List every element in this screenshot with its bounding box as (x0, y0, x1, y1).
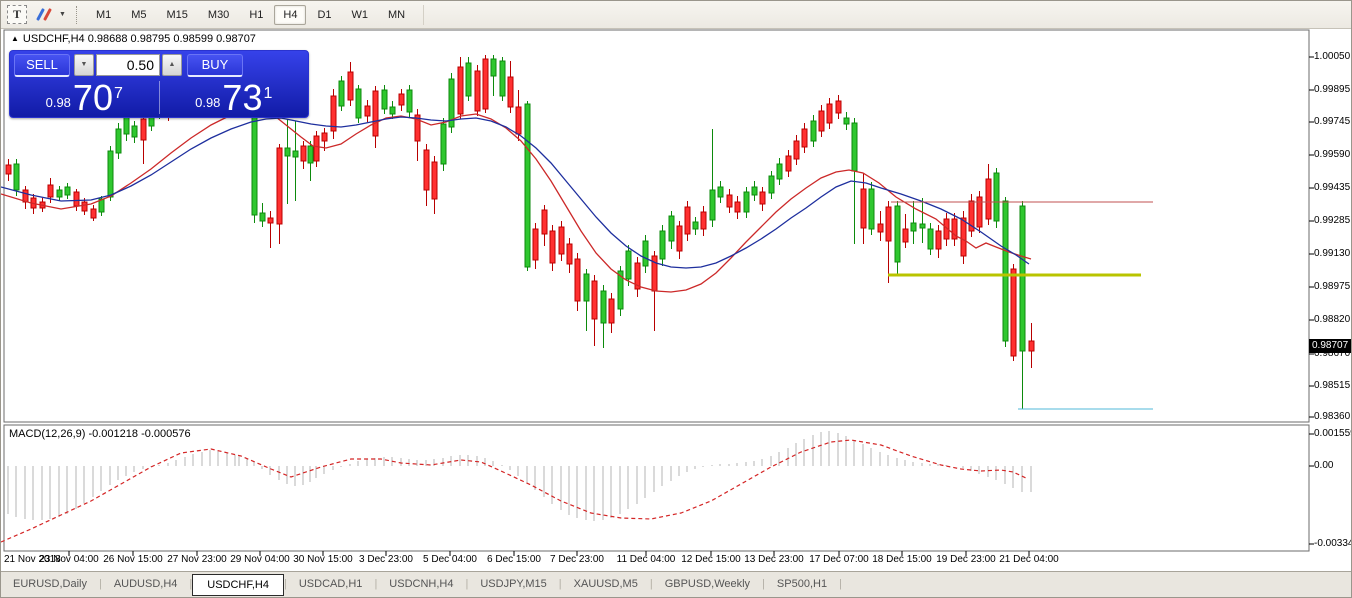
timeframe-button-m5[interactable]: M5 (131, 8, 147, 21)
date-axis-label: 29 Nov 04:00 (230, 554, 290, 565)
price-axis-label: 1.00050 (1314, 51, 1351, 62)
chart-tab-xauusd[interactable]: XAUUSD,M5 (573, 578, 638, 590)
timeframe-button-w1[interactable]: W1 (351, 8, 369, 21)
price-axis-label: 0.98820 (1314, 314, 1351, 325)
macd-axis-label: 0.001559 (1314, 428, 1352, 439)
date-axis-label: 19 Dec 23:00 (936, 554, 996, 565)
price-axis-label: 0.99285 (1314, 215, 1351, 226)
timeframe-button-h1[interactable]: H1 (249, 8, 264, 21)
date-axis-label: 13 Dec 23:00 (744, 554, 804, 565)
trade-panel-prices: 0.98 70 7 0.98 73 1 (10, 78, 308, 118)
toolbar-separator (423, 4, 425, 25)
price-axis-label: 0.99590 (1314, 149, 1351, 160)
chart-tab-usdcnh[interactable]: USDCNH,H4 (389, 578, 454, 590)
sell-price-small: 0.98 (45, 95, 71, 110)
timeframe-button-m30[interactable]: M30 (207, 8, 230, 21)
date-axis-label: 7 Dec 23:00 (550, 554, 604, 565)
buy-price-big: 73 (222, 77, 263, 118)
timeframe-button-group: M1 M5 M15 M30 H1 H4 D1 W1 MN (86, 4, 415, 25)
macd-axis-label: -0.003345 (1314, 538, 1351, 549)
volume-input[interactable] (96, 53, 160, 76)
tab-separator: | (839, 578, 842, 590)
trade-panel-controls: SELL ▼ ▲ BUY (10, 51, 308, 78)
buy-button[interactable]: BUY (187, 53, 243, 77)
sell-price[interactable]: 0.98 70 7 (10, 78, 159, 118)
buy-price-sup: 1 (263, 85, 273, 102)
tab-separator: | (465, 578, 469, 590)
timeframe-button-m1[interactable]: M1 (95, 8, 112, 21)
date-axis-label: 12 Dec 15:00 (681, 554, 741, 565)
colors-dropdown-icon[interactable]: ▼ (59, 11, 66, 18)
date-axis-label: 17 Dec 07:00 (809, 554, 869, 565)
timeframe-button-h4[interactable]: H4 (274, 4, 307, 25)
buy-price-small: 0.98 (195, 95, 221, 110)
chart-tab-usdcad[interactable]: USDCAD,H1 (298, 578, 363, 590)
chart-tab-audusd[interactable]: AUDUSD,H4 (113, 578, 178, 590)
tab-separator: | (98, 578, 102, 590)
current-price-badge: 0.98707 (1309, 339, 1351, 353)
tab-separator: | (374, 578, 378, 590)
price-axis-label: 0.99745 (1314, 116, 1351, 127)
timeframe-button-m15[interactable]: M15 (166, 8, 188, 21)
timeframe-button-mn[interactable]: MN (388, 8, 406, 21)
top-toolbar: T ▼ M1 M5 M15 M30 H1 H4 D1 W1 MN (1, 1, 1351, 29)
date-axis-label: 6 Dec 15:00 (487, 554, 541, 565)
chart-tab-sp500[interactable]: SP500,H1 (776, 578, 828, 590)
date-axis-label: 11 Dec 04:00 (616, 554, 676, 565)
sell-button[interactable]: SELL (14, 53, 70, 77)
timeframe-button-d1[interactable]: D1 (317, 8, 332, 21)
date-axis-label: 23 Nov 04:00 (39, 554, 99, 565)
price-axis-label: 0.98975 (1314, 281, 1351, 292)
price-axis-label: 0.99130 (1314, 248, 1351, 259)
volume-decrease-button[interactable]: ▼ (74, 53, 94, 76)
sell-price-big: 70 (72, 77, 113, 118)
macd-indicator-label: MACD(12,26,9) -0.001218 -0.000576 (9, 428, 191, 440)
volume-increase-button[interactable]: ▲ (162, 53, 182, 76)
price-axis-label: 0.99435 (1314, 182, 1351, 193)
price-axis-label: 0.98670 (1314, 348, 1351, 359)
chart-symbol-title: ▲ USDCHF,H4 0.98688 0.98795 0.98599 0.987… (11, 33, 256, 45)
tab-separator: | (649, 578, 653, 590)
price-axis-label: 0.98515 (1314, 380, 1351, 391)
price-axis-label: 0.99895 (1314, 84, 1351, 95)
price-axis-label: 0.98360 (1314, 411, 1351, 422)
tab-separator: | (762, 578, 765, 590)
chart-tab-bar: EURUSD,Daily | AUDUSD,H4 | USDCHF,H4 | USDCAD,… (1, 571, 1351, 597)
date-axis-label: 3 Dec 23:00 (359, 554, 413, 565)
date-axis-label: 27 Nov 23:00 (167, 554, 227, 565)
date-axis-label: 5 Dec 04:00 (423, 554, 477, 565)
toolbar-grip (75, 5, 77, 24)
tab-separator: | (189, 578, 193, 590)
tab-separator: | (284, 578, 287, 590)
date-axis-label: 21 Dec 04:00 (999, 554, 1059, 565)
collapse-triangle-icon[interactable]: ▲ (11, 34, 19, 43)
date-axis-label: 30 Nov 15:00 (293, 554, 353, 565)
tab-separator: | (558, 578, 562, 590)
chart-tab-gbpusd[interactable]: GBPUSD,Weekly (664, 578, 751, 590)
macd-axis-label: 0.00 (1314, 460, 1334, 471)
sell-price-sup: 7 (113, 85, 123, 102)
chart-tab-usdjpy[interactable]: USDJPY,M15 (480, 578, 547, 590)
date-axis-label: 21 Nov 2018 (4, 554, 61, 565)
chart-tab-eurusd[interactable]: EURUSD,Daily (13, 578, 87, 590)
text-label-tool-icon[interactable]: T (7, 5, 27, 24)
one-click-trade-panel: SELL ▼ ▲ BUY 0.98 70 7 0.98 73 1 (9, 50, 309, 118)
buy-price[interactable]: 0.98 73 1 (160, 78, 309, 118)
price-divider (158, 81, 160, 114)
date-axis-label: 18 Dec 15:00 (872, 554, 932, 565)
chart-tab-usdchf[interactable]: USDCHF,H4 (192, 574, 284, 596)
date-axis-label: 26 Nov 15:00 (103, 554, 163, 565)
